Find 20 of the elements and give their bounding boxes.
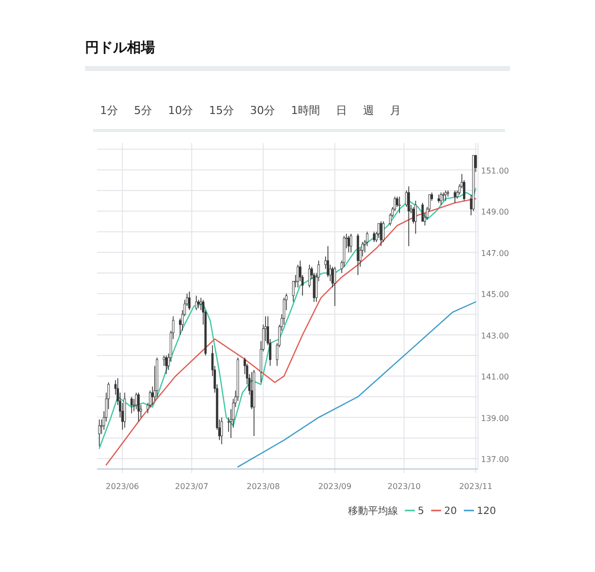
legend-label: 20 bbox=[444, 506, 457, 517]
y-tick-label: 149.00 bbox=[481, 208, 509, 217]
y-tick-label: 139.00 bbox=[481, 414, 509, 423]
y-tick-label: 145.00 bbox=[481, 290, 509, 300]
x-tick-label: 2023/07 bbox=[175, 482, 208, 491]
y-tick-label: 147.00 bbox=[481, 248, 509, 258]
x-tick-label: 2023/06 bbox=[106, 482, 140, 491]
y-tick-label: 137.00 bbox=[481, 455, 509, 464]
chart-title: 円ドル相場 bbox=[85, 40, 155, 56]
legend-title: 移動平均線 bbox=[348, 505, 398, 517]
legend-label: 120 bbox=[476, 506, 496, 517]
y-tick-label: 141.00 bbox=[481, 372, 509, 382]
y-tick-label: 151.00 bbox=[481, 166, 509, 176]
x-tick-label: 2023/08 bbox=[246, 482, 280, 491]
y-tick-label: 143.00 bbox=[481, 331, 509, 340]
x-tick-label: 2023/11 bbox=[459, 482, 492, 491]
tabs: 1分 5分 10分 15分 30分 1時間 日 週 月 bbox=[100, 104, 401, 117]
legend-label: 5 bbox=[418, 506, 424, 517]
x-tick-label: 2023/10 bbox=[387, 482, 421, 491]
x-tick-label: 2023/09 bbox=[318, 482, 352, 491]
